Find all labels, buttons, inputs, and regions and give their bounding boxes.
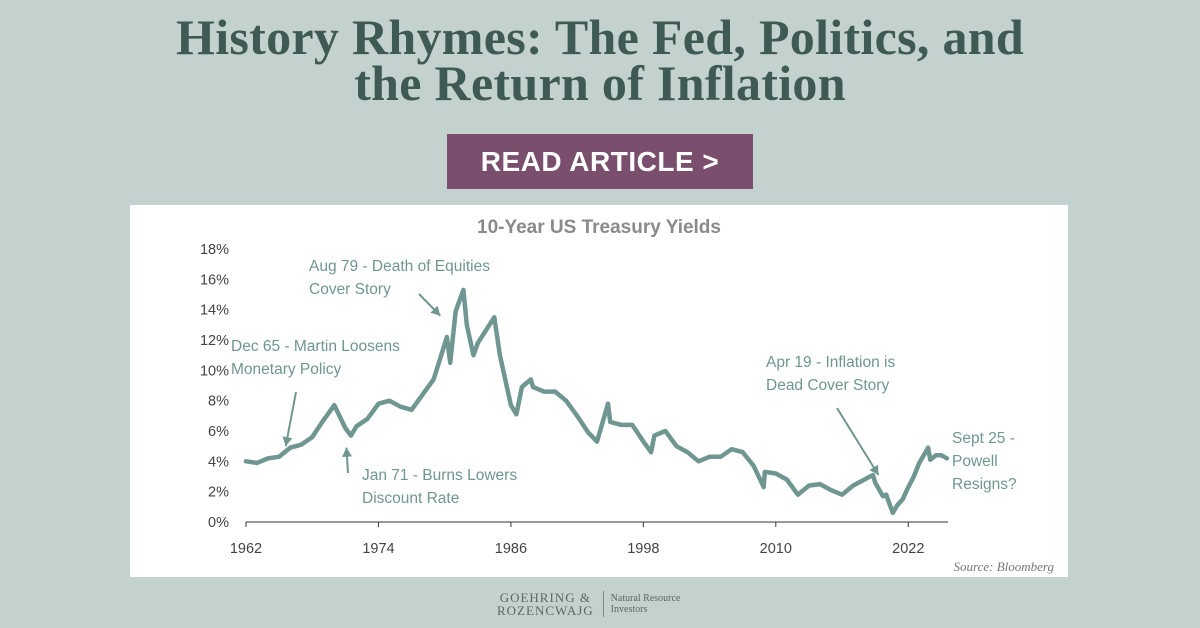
x-tick-label: 1974: [362, 541, 394, 557]
headline-line-2: the Return of Inflation: [354, 55, 846, 111]
logo-tagline: Natural Resource Investors: [611, 593, 681, 615]
logo-tagline-line-2: Investors: [610, 604, 648, 615]
chart-title: 10-Year US Treasury Yields: [477, 217, 721, 238]
x-axis-tick-marks: [245, 522, 909, 527]
annotation-apr19-line2: Dead Cover Story: [766, 377, 889, 394]
logo-firm-line-2: ROZENCWAJG: [497, 603, 594, 618]
arrow-dec65: [282, 391, 297, 447]
logo-firm-line-1: GOEHRING &: [499, 590, 591, 605]
read-article-button[interactable]: READ ARTICLE >: [447, 134, 753, 189]
headline: History Rhymes: The Fed, Politics, and t…: [0, 9, 1200, 111]
logo-firm-name: GOEHRING & ROZENCWAJG: [497, 591, 594, 617]
series-line-10y-yield: [243, 287, 950, 516]
y-tick-label: 18%: [200, 242, 229, 258]
annotation-sept25-line3: Resigns?: [952, 476, 1017, 493]
x-axis-ticks: 1962 1974 1986 1998 2010 2022: [230, 541, 925, 557]
annotation-dec65-line1: Dec 65 - Martin Loosens: [231, 338, 400, 355]
y-tick-label: 12%: [200, 333, 229, 349]
x-tick-label: 2022: [892, 541, 924, 557]
arrow-jan71: [342, 447, 352, 474]
logo-divider: [602, 591, 604, 617]
logo-tagline-line-1: Natural Resource: [610, 593, 681, 604]
y-tick-label: 16%: [200, 272, 229, 288]
chart-source: Source: Bloomberg: [954, 559, 1055, 574]
y-tick-label: 10%: [200, 363, 229, 379]
y-tick-label: 14%: [200, 303, 229, 319]
annotation-dec65: Dec 65 - Martin Loosens Monetary Policy: [231, 338, 404, 378]
annotation-dec65-line2: Monetary Policy: [231, 361, 342, 378]
annotation-sept25-line1: Sept 25 -: [952, 430, 1015, 447]
annotation-sept25: Sept 25 - Powell Resigns?: [952, 430, 1019, 493]
annotation-aug79-line2: Cover Story: [309, 281, 391, 298]
chart-card: 10-Year US Treasury Yields 0% 2% 4% 6% 8% 10%…: [130, 205, 1068, 577]
arrow-apr19: [836, 407, 880, 476]
annotation-jan71: Jan 71 - Burns Lowers Discount Rate: [362, 467, 521, 507]
annotation-jan71-line1: Jan 71 - Burns Lowers: [362, 467, 517, 484]
x-tick-label: 1998: [627, 541, 659, 557]
annotation-arrows: [282, 293, 880, 476]
annotation-apr19: Apr 19 - Inflation is Dead Cover Story: [766, 354, 900, 394]
company-logo: GOEHRING & ROZENCWAJG Natural Resource I…: [497, 589, 680, 619]
y-tick-label: 2%: [208, 485, 229, 501]
annotations: Aug 79 - Death of Equities Cover Story D…: [231, 258, 1019, 507]
y-tick-label: 0%: [208, 515, 229, 531]
annotation-apr19-line1: Apr 19 - Inflation is: [766, 354, 895, 371]
arrow-aug79: [418, 293, 441, 317]
y-axis-ticks: 0% 2% 4% 6% 8% 10% 12% 14% 16% 18%: [200, 242, 229, 531]
y-tick-label: 4%: [208, 454, 229, 470]
series-layer: [243, 287, 950, 516]
x-tick-label: 1962: [230, 541, 262, 557]
yield-chart: 10-Year US Treasury Yields 0% 2% 4% 6% 8% 10%…: [200, 217, 1055, 574]
annotation-aug79: Aug 79 - Death of Equities Cover Story: [309, 258, 494, 298]
headline-line-1: History Rhymes: The Fed, Politics, and: [176, 9, 1024, 65]
annotation-sept25-line2: Powell: [952, 453, 998, 470]
y-tick-label: 6%: [208, 424, 229, 440]
annotation-aug79-line1: Aug 79 - Death of Equities: [309, 258, 490, 275]
x-tick-label: 1986: [495, 541, 527, 557]
annotation-jan71-line2: Discount Rate: [362, 490, 459, 507]
x-tick-label: 2010: [760, 541, 792, 557]
y-tick-label: 8%: [208, 394, 229, 410]
